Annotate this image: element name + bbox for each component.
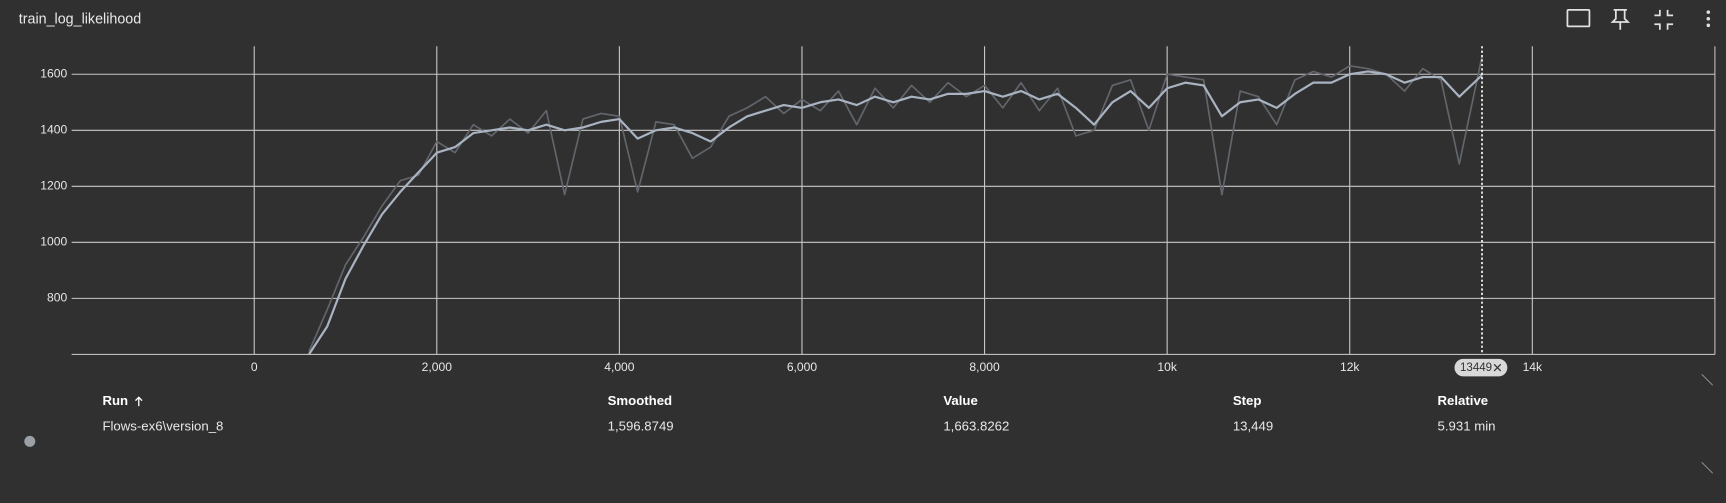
- x-tick-label: 4,000: [604, 360, 635, 374]
- column-header: Relative: [1438, 393, 1489, 408]
- fit-icon[interactable]: [1566, 9, 1591, 28]
- table-cell: 1,663.8262: [943, 419, 1009, 434]
- table-cell: Flows-ex6\version_8: [102, 419, 223, 434]
- cursor-close: [1493, 363, 1502, 372]
- cursor: 13449: [1454, 46, 1508, 377]
- collapse-icon[interactable]: [1654, 9, 1674, 30]
- menu-icon[interactable]: [1706, 10, 1711, 28]
- table-cell: 1,596.8749: [608, 419, 674, 434]
- x-tick-label: 2,000: [422, 360, 453, 374]
- x-tick-label: 14k: [1523, 360, 1543, 374]
- column-header: Value: [943, 393, 977, 408]
- sort-arrow: [134, 396, 143, 407]
- y-tick-label: 1200: [40, 179, 67, 193]
- plot: [308, 56, 1483, 355]
- cursor-badge: [1454, 358, 1508, 377]
- cursor-label: 13449: [1460, 362, 1492, 374]
- series-line: [308, 56, 1483, 352]
- table-cell: 5.931 min: [1438, 419, 1496, 434]
- x-tick-label: 8,000: [969, 360, 1000, 374]
- resize-handle[interactable]: [1701, 373, 1714, 474]
- y-tick-label: 800: [47, 291, 67, 305]
- y-tick-label: 1600: [40, 66, 67, 80]
- x-tick-label: 12k: [1340, 360, 1360, 374]
- x-tick-label: 10k: [1157, 360, 1177, 374]
- column-header: Run: [102, 393, 128, 408]
- y-tick-label: 1000: [40, 235, 67, 249]
- y-tick-label: 1400: [40, 122, 67, 136]
- x-tick-label: 0: [251, 360, 258, 374]
- table-cell: 13,449: [1233, 419, 1273, 434]
- series-line: [308, 70, 1483, 355]
- grid: 0 2,000 4,000 6,000 8,000 10k 12k 14k 800 1000 120…: [40, 46, 1715, 374]
- toolbar[interactable]: [1566, 9, 1674, 30]
- column-header: Smoothed: [608, 393, 672, 408]
- pin-icon[interactable]: [1610, 9, 1631, 30]
- x-tick-label: 6,000: [787, 360, 818, 374]
- chart-title: train_log_likelihood: [19, 12, 141, 28]
- data-table: Run Smoothed Value Step Relative Flows-ex6\ve…: [102, 393, 1495, 433]
- column-header: Step: [1233, 393, 1262, 408]
- run-color[interactable]: [24, 435, 36, 447]
